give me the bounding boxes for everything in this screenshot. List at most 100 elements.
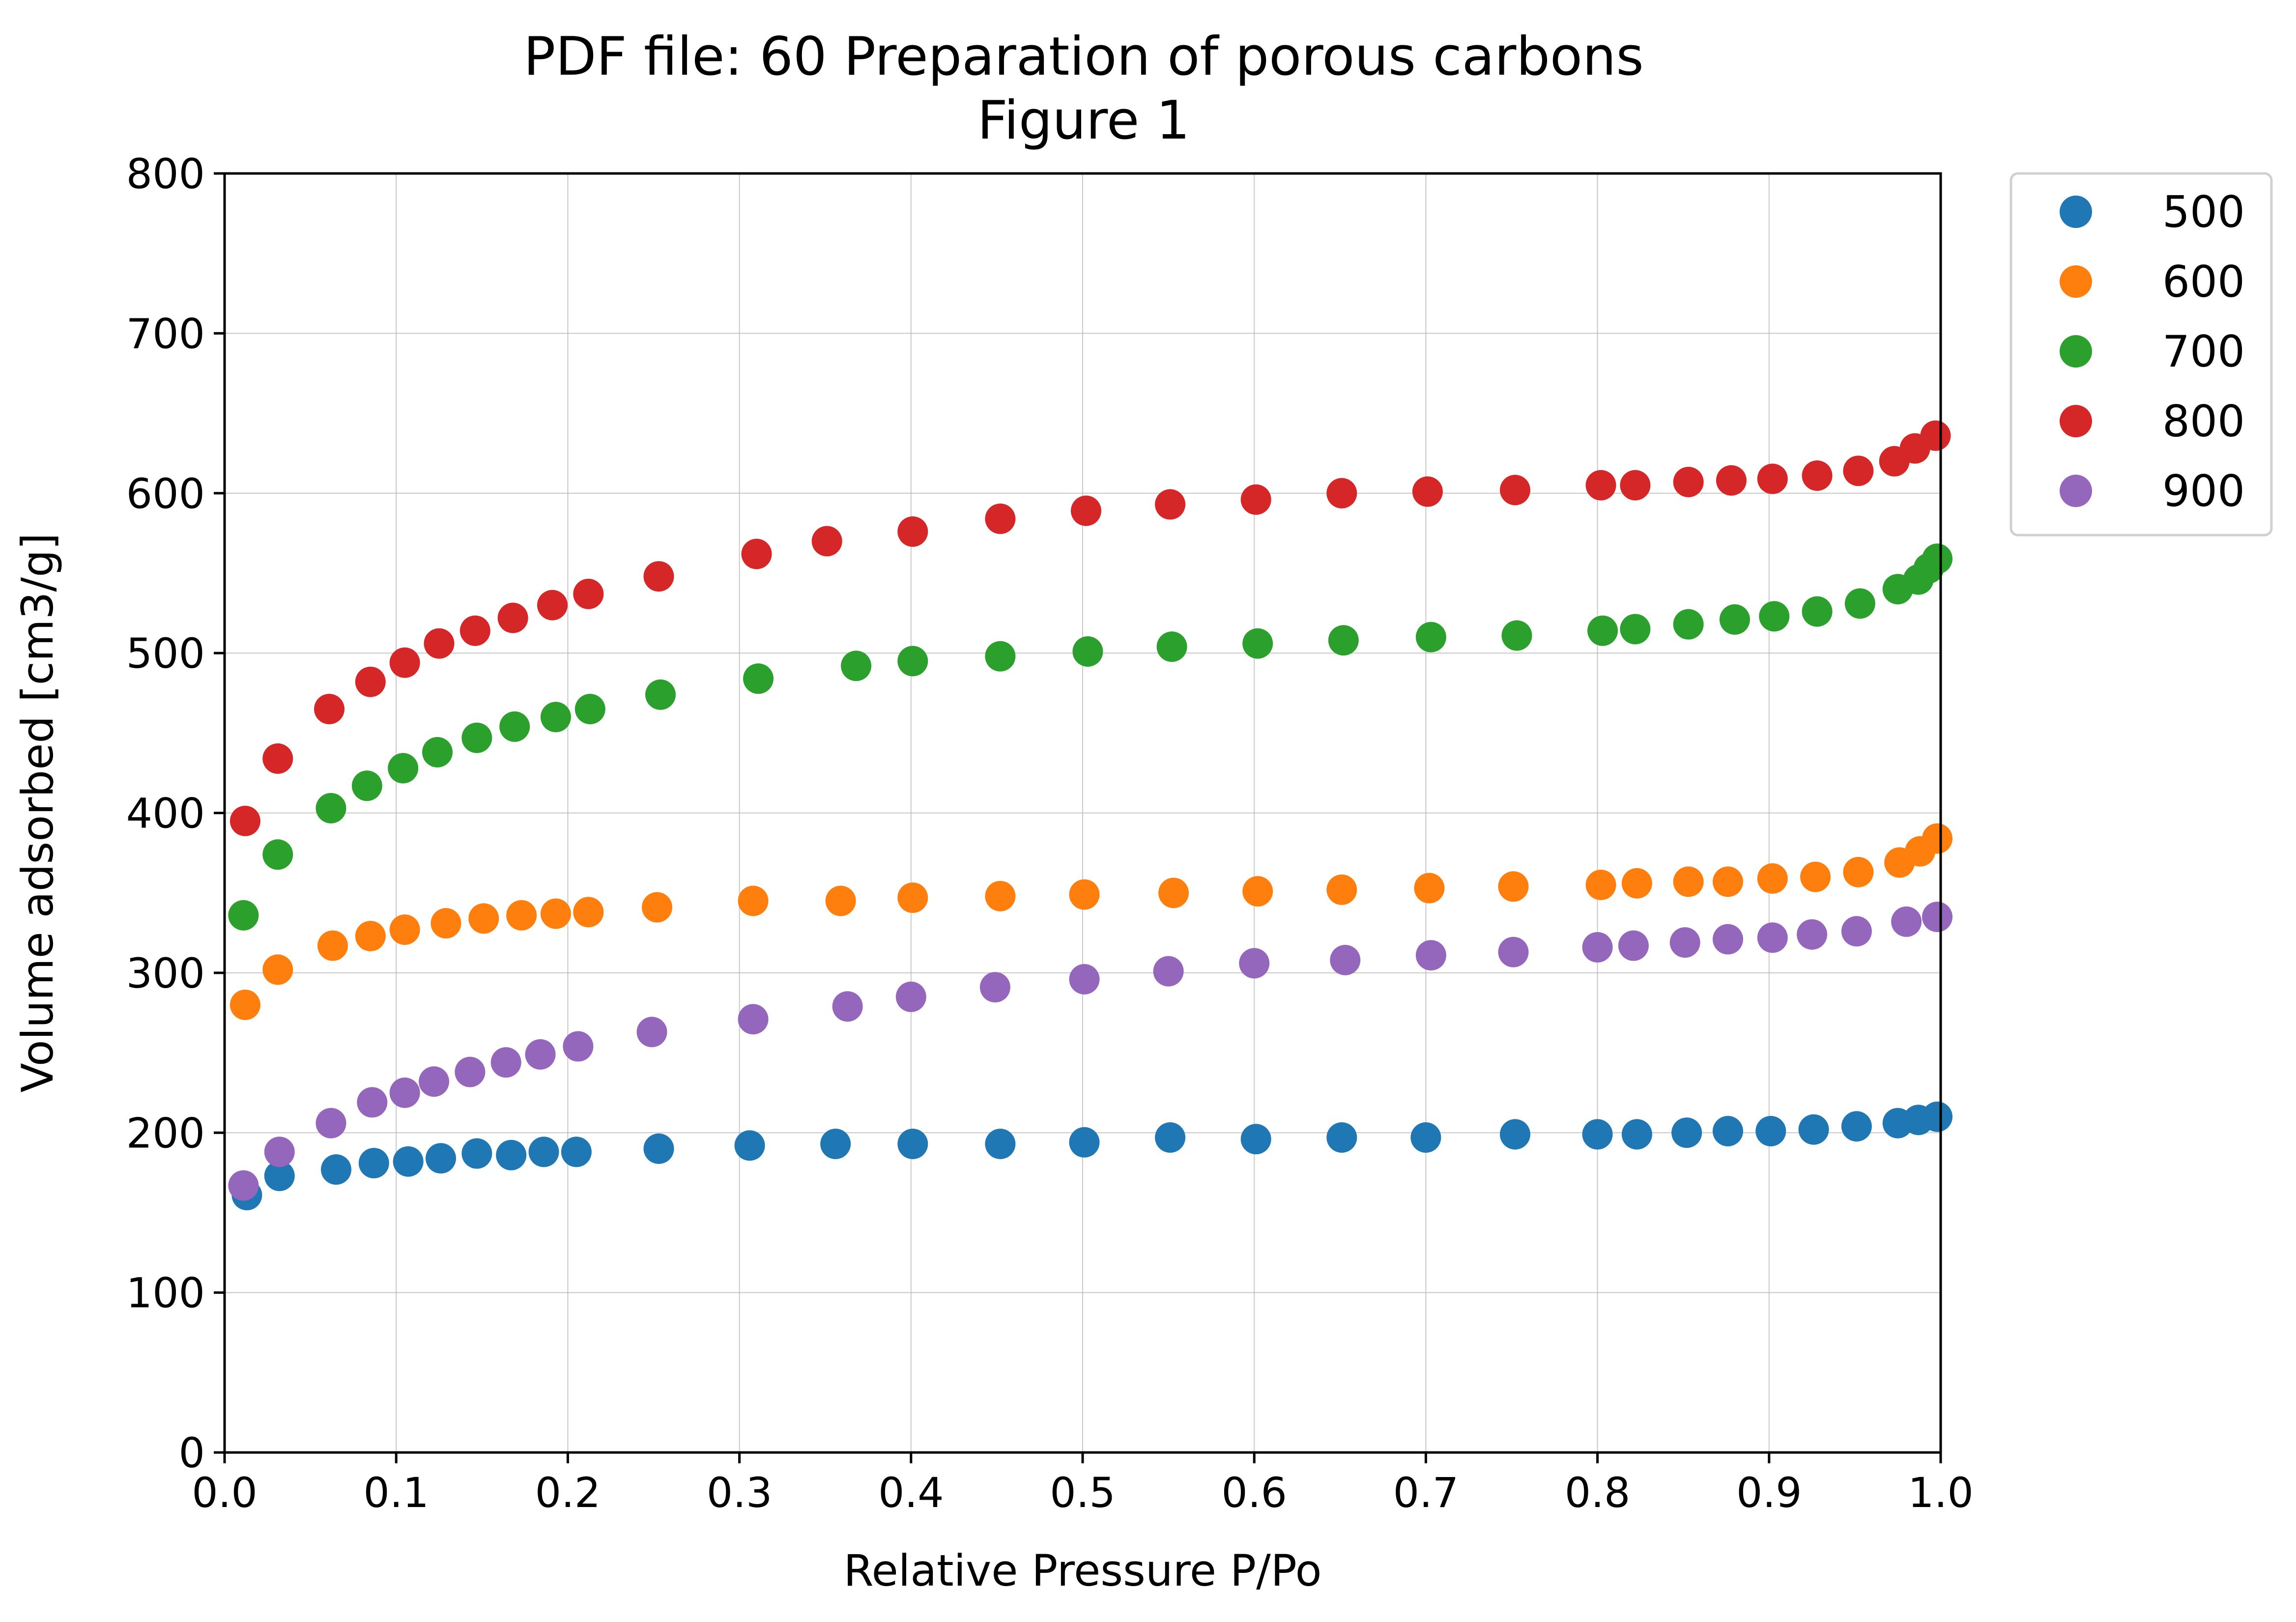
data-point bbox=[1326, 1122, 1357, 1153]
data-point bbox=[985, 503, 1016, 534]
data-point bbox=[228, 900, 259, 931]
y-tick-label: 500 bbox=[126, 629, 205, 678]
data-point bbox=[1798, 1114, 1829, 1145]
legend-label: 900 bbox=[2162, 466, 2245, 516]
x-tick-label: 0.4 bbox=[878, 1469, 944, 1517]
y-tick-label: 700 bbox=[126, 310, 205, 358]
data-point bbox=[228, 1170, 259, 1201]
data-point bbox=[1239, 948, 1270, 979]
data-point bbox=[424, 628, 455, 659]
data-point bbox=[1802, 460, 1833, 491]
data-point bbox=[1499, 1119, 1530, 1150]
data-point bbox=[1673, 609, 1704, 640]
data-point bbox=[1158, 878, 1189, 909]
data-point bbox=[320, 1154, 351, 1185]
data-point bbox=[355, 921, 386, 952]
data-point bbox=[1415, 940, 1446, 971]
data-point bbox=[643, 561, 674, 592]
data-point bbox=[1669, 927, 1700, 958]
axis-ticks: 0.0 0.1 0.2 0.3 0.4 0.5 0.6 0.7 0.8 0.9 1.0 0 100 200… bbox=[126, 150, 1974, 1517]
legend-marker bbox=[2060, 405, 2092, 437]
legend-label: 800 bbox=[2162, 396, 2245, 447]
data-point bbox=[419, 1066, 450, 1097]
data-point bbox=[1326, 478, 1357, 509]
data-point bbox=[979, 972, 1010, 1003]
data-point bbox=[1671, 1117, 1702, 1148]
y-tick-label: 300 bbox=[126, 949, 205, 997]
data-point bbox=[230, 805, 260, 836]
data-point bbox=[1414, 873, 1445, 904]
data-point bbox=[497, 602, 528, 633]
data-point bbox=[262, 743, 293, 774]
y-tick-label: 600 bbox=[126, 470, 205, 518]
data-point bbox=[1499, 475, 1530, 506]
data-point bbox=[1153, 956, 1184, 987]
data-point bbox=[230, 989, 260, 1020]
x-tick-label: 0.8 bbox=[1565, 1469, 1631, 1517]
chart-subtitle: Figure 1 bbox=[977, 90, 1190, 151]
legend-label: 700 bbox=[2162, 326, 2245, 377]
legend-label: 600 bbox=[2162, 256, 2245, 307]
data-point bbox=[537, 590, 568, 621]
data-point bbox=[1242, 628, 1273, 659]
plot-frame bbox=[223, 172, 1942, 1454]
legend-entries: 500 600 700 800 900 bbox=[2060, 187, 2245, 516]
data-point bbox=[1621, 868, 1652, 899]
legend-marker bbox=[2060, 475, 2092, 507]
data-point bbox=[1712, 924, 1743, 955]
data-point bbox=[358, 1148, 389, 1179]
chart-title: PDF file: 60 Preparation of porous carbo… bbox=[523, 26, 1643, 87]
data-point bbox=[499, 711, 530, 742]
data-point bbox=[1673, 866, 1704, 897]
data-point bbox=[1755, 1115, 1786, 1146]
y-tick-label: 0 bbox=[179, 1429, 205, 1477]
data-point bbox=[985, 1129, 1016, 1160]
data-point bbox=[389, 1077, 420, 1108]
legend: 500 600 700 800 900 bbox=[2009, 172, 2273, 537]
data-point bbox=[540, 898, 571, 929]
data-point bbox=[1920, 420, 1951, 451]
y-axis-label: Volume adsorbed [cm3/g] bbox=[12, 533, 63, 1092]
series-900 bbox=[228, 901, 1953, 1201]
data-point bbox=[355, 666, 386, 697]
data-point bbox=[734, 1130, 765, 1161]
data-point bbox=[262, 954, 293, 985]
data-point bbox=[1326, 874, 1357, 905]
data-point bbox=[1582, 932, 1613, 963]
data-point bbox=[1620, 614, 1651, 645]
data-point bbox=[528, 1137, 559, 1167]
legend-marker bbox=[2060, 335, 2092, 368]
series-600 bbox=[230, 823, 1953, 1020]
data-point bbox=[1922, 901, 1953, 932]
data-point bbox=[1797, 919, 1828, 950]
data-point bbox=[1072, 636, 1103, 667]
x-tick-label: 0.0 bbox=[192, 1469, 258, 1517]
data-point bbox=[1585, 869, 1616, 900]
data-point bbox=[1069, 879, 1100, 910]
data-point bbox=[1155, 489, 1186, 520]
y-tick-label: 400 bbox=[126, 790, 205, 838]
data-point bbox=[506, 900, 537, 931]
data-point bbox=[1498, 871, 1529, 902]
data-point bbox=[643, 1133, 674, 1164]
data-point bbox=[832, 991, 863, 1022]
data-point bbox=[1802, 596, 1833, 627]
data-point bbox=[357, 1087, 388, 1118]
x-tick-label: 0.3 bbox=[707, 1469, 773, 1517]
data-point bbox=[461, 722, 492, 753]
data-point bbox=[1620, 470, 1651, 501]
data-point bbox=[1501, 620, 1532, 651]
data-point bbox=[425, 1143, 456, 1174]
data-point bbox=[351, 770, 382, 801]
data-point bbox=[540, 702, 571, 733]
data-point bbox=[820, 1129, 851, 1160]
data-point bbox=[262, 839, 293, 870]
data-point bbox=[317, 930, 348, 961]
data-point bbox=[1757, 463, 1788, 494]
data-point bbox=[738, 885, 769, 916]
x-axis-label: Relative Pressure P/Po bbox=[843, 1545, 1321, 1596]
data-point bbox=[1757, 922, 1788, 953]
data-point bbox=[316, 1108, 346, 1138]
data-point bbox=[895, 981, 926, 1012]
data-point bbox=[1757, 863, 1788, 894]
